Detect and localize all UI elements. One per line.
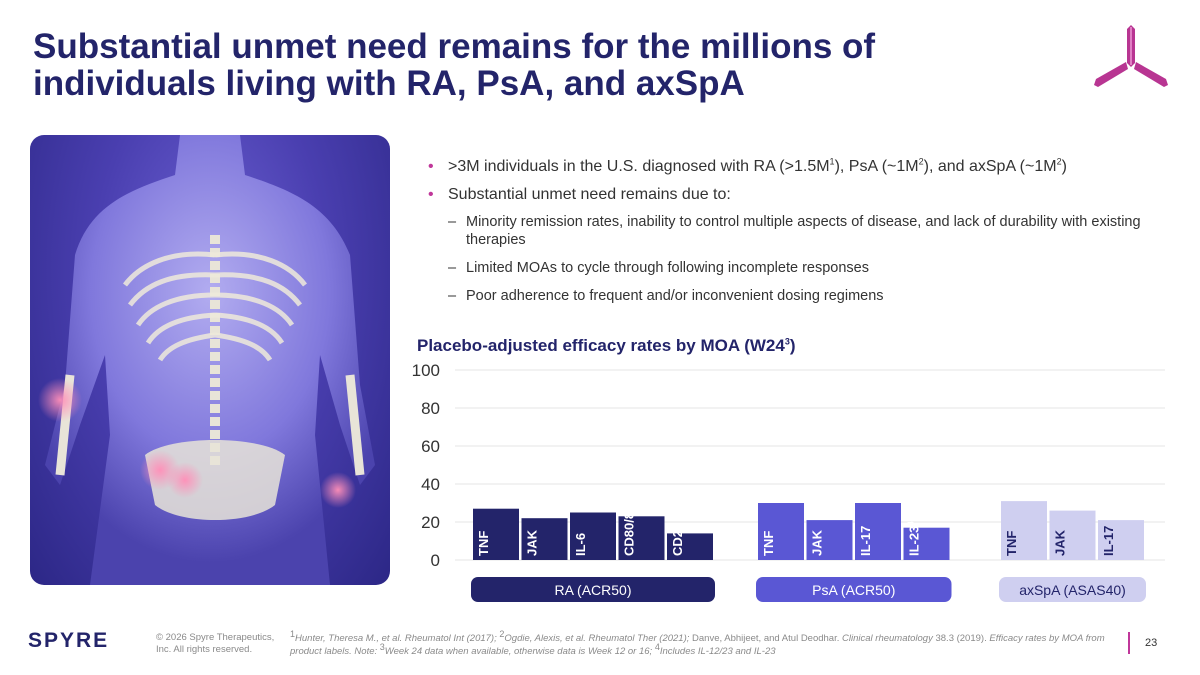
bar-label: CD20 [670, 523, 685, 556]
page-number: 23 [1145, 637, 1158, 649]
y-tick-label: 60 [421, 437, 440, 456]
bullet-list: >3M individuals in the U.S. diagnosed wi… [428, 157, 1168, 315]
group-label-pill [756, 577, 952, 602]
ref-text: Danve, Abhijeet, and Atul Deodhar. [692, 633, 843, 644]
dash-marker: – [448, 214, 457, 230]
ref-text: 38.3 (2019). [932, 633, 990, 644]
bar-label: JAK [525, 529, 540, 556]
bullet-prevalence: >3M individuals in the U.S. diagnosed wi… [428, 157, 1168, 177]
bar-label-sup: 4 [907, 521, 916, 526]
sub-bullet-text: Limited MOAs to cycle through following … [466, 260, 869, 276]
page-title: Substantial unmet need remains for the m… [33, 27, 876, 103]
bar [1049, 510, 1096, 560]
ref-text: Hunter, Theresa M., et al. Rheumatol Int… [295, 633, 500, 644]
dash-marker: – [448, 260, 457, 276]
bar [521, 518, 568, 560]
y-tick-label: 80 [421, 399, 440, 418]
bullet-unmet-need: Substantial unmet need remains due to: [428, 185, 1168, 205]
bullet-text: ), and axSpA (~1M [923, 158, 1057, 175]
group-label: RA (ACR50) [554, 582, 631, 598]
bar-label: IL-234 [907, 521, 922, 556]
footnote-ref: 4 [654, 641, 660, 652]
footnote-ref: 3 [784, 336, 790, 347]
bar [570, 512, 616, 560]
bar-label: JAK [810, 529, 825, 556]
bar [667, 533, 713, 560]
bar-label: IL-6 [573, 533, 588, 556]
bar [855, 503, 901, 560]
bar-label: TNF [1004, 531, 1019, 556]
ref-text: Clinical rheumatology [842, 633, 933, 644]
bar [618, 516, 665, 560]
group-label: PsA (ACR50) [812, 582, 895, 598]
group-label-pill [471, 577, 715, 602]
bar [903, 527, 950, 560]
y-tick-label: 0 [431, 551, 440, 570]
sub-bullet-remission: – Minority remission rates, inability to… [428, 213, 1168, 249]
sub-bullet-text: Minority remission rates, inability to c… [466, 214, 1141, 248]
spyre-wordmark-logo: SPYRE [28, 630, 109, 650]
footnote-ref: 3 [379, 641, 385, 652]
footer-divider [1128, 632, 1130, 654]
bar-label: IL-17 [1101, 526, 1116, 556]
bullet-text: >3M individuals in the U.S. diagnosed wi… [448, 158, 830, 175]
bar-label: CD80/86 [622, 505, 637, 556]
copyright-text: © 2026 Spyre Therapeutics, Inc. All righ… [156, 632, 275, 655]
y-tick-label: 40 [421, 475, 440, 494]
spine-photo-image [30, 135, 390, 585]
spyre-tri-logo-icon [1094, 25, 1168, 87]
sub-bullet-text: Poor adherence to frequent and/or inconv… [466, 288, 884, 304]
bar [1098, 520, 1144, 560]
ref-text: Efficacy rates by MOA from product label… [290, 633, 1105, 657]
chart-title-end: ) [789, 336, 796, 355]
bar-label: TNF [476, 531, 491, 556]
bar [806, 520, 853, 560]
bar-label: JAK [1053, 529, 1068, 556]
y-tick-label: 100 [412, 361, 440, 380]
group-label-pill [999, 577, 1146, 602]
bar [758, 503, 804, 560]
footnote-ref: 2 [1056, 156, 1062, 167]
footnote-ref: 1 [829, 156, 835, 167]
bullet-text: ), PsA (~1M [834, 158, 919, 175]
chart-title-text: Placebo-adjusted efficacy rates by MOA (… [417, 336, 785, 355]
footnote-ref: 2 [499, 628, 505, 639]
bar-label: IL-17 [858, 526, 873, 556]
bar-label: TNF [761, 531, 776, 556]
sub-bullet-adherence: – Poor adherence to frequent and/or inco… [428, 287, 1168, 305]
ref-text: Ogdie, Alexis, et al. Rheumatol Ther (20… [504, 633, 693, 644]
footnote-ref: 2 [918, 156, 924, 167]
ref-text: Week 24 data when available, otherwise d… [384, 646, 655, 657]
bar [1001, 501, 1047, 560]
bar [473, 508, 519, 560]
bullet-text: ) [1061, 158, 1067, 175]
dash-marker: – [448, 288, 457, 304]
footnote-ref: 1 [290, 628, 296, 639]
group-label: axSpA (ASAS40) [1019, 582, 1126, 598]
footnote-references: 1Hunter, Theresa M., et al. Rheumatol In… [290, 628, 1120, 658]
y-tick-label: 20 [421, 513, 440, 532]
efficacy-bar-chart: 0 20 40 60 80 100 TNF JAK IL-6 CD80/86 CD20 RA (ACR… [412, 361, 1165, 602]
svg-text:SPYRE: SPYRE [28, 630, 109, 650]
sub-bullet-moas: – Limited MOAs to cycle through followin… [428, 259, 1168, 277]
ref-text: Includes IL-12/23 and IL-23 [659, 646, 776, 657]
chart-title: Placebo-adjusted efficacy rates by MOA (… [417, 336, 796, 356]
